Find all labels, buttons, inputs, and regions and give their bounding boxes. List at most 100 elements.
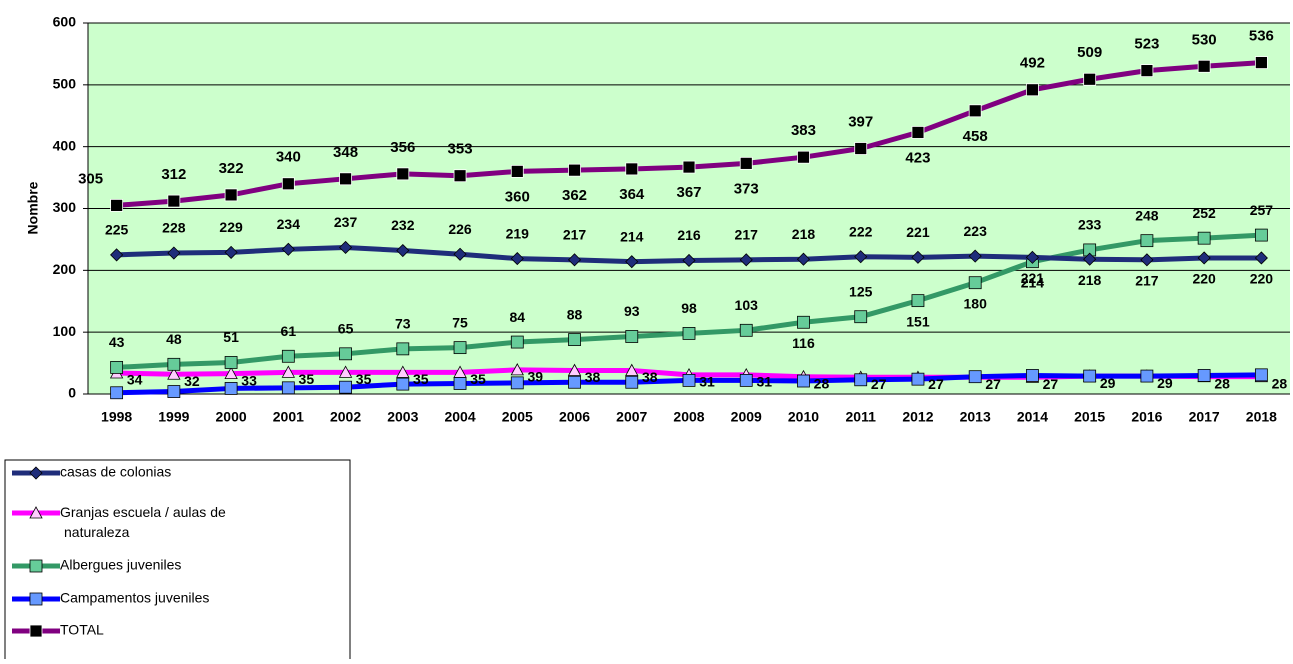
data-label: 93 xyxy=(624,303,640,319)
data-label: 27 xyxy=(928,376,944,392)
data-label: 340 xyxy=(276,149,301,166)
data-point xyxy=(224,188,238,202)
data-label: 523 xyxy=(1134,36,1159,53)
y-tick-label: 600 xyxy=(53,14,77,30)
data-point xyxy=(339,240,353,255)
data-point xyxy=(854,142,868,155)
data-point xyxy=(797,315,810,329)
data-point xyxy=(682,373,696,387)
data-point xyxy=(1254,228,1268,242)
data-point xyxy=(224,356,238,369)
data-point xyxy=(739,373,753,387)
data-point xyxy=(338,365,353,378)
data-label: 43 xyxy=(109,334,125,350)
data-point xyxy=(281,365,296,378)
data-point xyxy=(739,323,753,337)
data-label: 220 xyxy=(1250,271,1274,287)
x-tick-label: 2017 xyxy=(1189,409,1220,425)
data-label: 530 xyxy=(1192,31,1217,48)
data-label: 180 xyxy=(964,295,988,311)
data-label: 98 xyxy=(681,300,697,316)
legend-label: Albergues juveniles xyxy=(60,557,181,573)
data-point xyxy=(396,365,410,378)
data-label: 312 xyxy=(161,166,186,183)
data-point xyxy=(396,342,410,356)
y-tick-label: 500 xyxy=(53,76,77,92)
data-label: 217 xyxy=(563,227,587,243)
data-label: 217 xyxy=(1135,273,1159,289)
data-label: 214 xyxy=(1021,274,1045,290)
data-point xyxy=(625,363,639,376)
data-label: 305 xyxy=(78,170,103,187)
data-point xyxy=(167,246,181,260)
data-label: 257 xyxy=(1250,202,1274,218)
data-label: 492 xyxy=(1020,55,1045,72)
data-label: 221 xyxy=(906,224,930,240)
data-label: 228 xyxy=(162,220,186,236)
data-label: 48 xyxy=(166,331,182,347)
data-point xyxy=(968,104,982,118)
data-label: 27 xyxy=(871,376,887,392)
data-label: 367 xyxy=(676,184,701,201)
data-point xyxy=(854,310,868,324)
data-label: 220 xyxy=(1192,271,1216,287)
x-tick-label: 1998 xyxy=(101,409,132,425)
data-point xyxy=(625,162,639,176)
data-label: 353 xyxy=(448,141,473,158)
legend-label: Granjas escuela / aulas de naturaleza xyxy=(60,504,230,540)
x-tick-label: 2006 xyxy=(559,409,590,425)
data-point xyxy=(567,253,582,267)
data-point xyxy=(1083,72,1097,86)
data-label: 35 xyxy=(413,371,429,387)
data-point xyxy=(567,363,582,376)
data-label: 31 xyxy=(756,374,772,390)
data-point xyxy=(396,377,410,391)
y-tick-label: 200 xyxy=(53,261,77,277)
x-tick-label: 2010 xyxy=(788,409,819,425)
data-label: 35 xyxy=(356,371,372,387)
data-label: 223 xyxy=(964,223,988,239)
data-label: 232 xyxy=(391,217,415,233)
data-point xyxy=(281,381,295,395)
x-tick-label: 2016 xyxy=(1131,409,1162,425)
legend-marker xyxy=(29,506,43,519)
legend-marker xyxy=(29,559,43,573)
data-label: 29 xyxy=(1100,375,1116,391)
data-point xyxy=(1197,59,1211,73)
data-point xyxy=(968,276,982,290)
data-point xyxy=(453,247,467,261)
data-point xyxy=(510,335,524,349)
data-point xyxy=(339,172,352,186)
data-label: 28 xyxy=(1272,375,1288,391)
data-point xyxy=(739,253,753,267)
data-point xyxy=(453,377,467,390)
y-tick-label: 400 xyxy=(53,137,77,153)
data-point xyxy=(339,380,352,394)
data-label: 218 xyxy=(1078,272,1102,288)
x-tick-label: 2018 xyxy=(1246,409,1277,425)
x-tick-label: 2003 xyxy=(387,409,418,425)
data-point xyxy=(1025,250,1039,264)
data-label: 226 xyxy=(448,221,472,237)
data-label: 35 xyxy=(299,371,315,387)
data-point xyxy=(510,164,524,178)
data-point xyxy=(911,250,925,264)
data-label: 116 xyxy=(792,335,815,351)
data-point xyxy=(110,386,124,400)
x-tick-label: 2005 xyxy=(502,409,533,425)
data-point xyxy=(911,294,925,308)
data-label: 225 xyxy=(105,222,129,238)
data-point xyxy=(224,366,238,379)
x-tick-label: 2012 xyxy=(902,409,933,425)
legend-marker xyxy=(29,466,43,480)
data-label: 237 xyxy=(334,214,358,230)
legend-marker xyxy=(29,592,43,606)
data-point xyxy=(396,167,410,181)
x-tick-label: 2001 xyxy=(273,409,304,425)
data-point xyxy=(510,252,524,266)
x-tick-label: 2011 xyxy=(846,409,877,425)
data-label: 34 xyxy=(127,372,143,388)
legend-marker xyxy=(29,624,43,638)
data-point xyxy=(682,160,696,174)
